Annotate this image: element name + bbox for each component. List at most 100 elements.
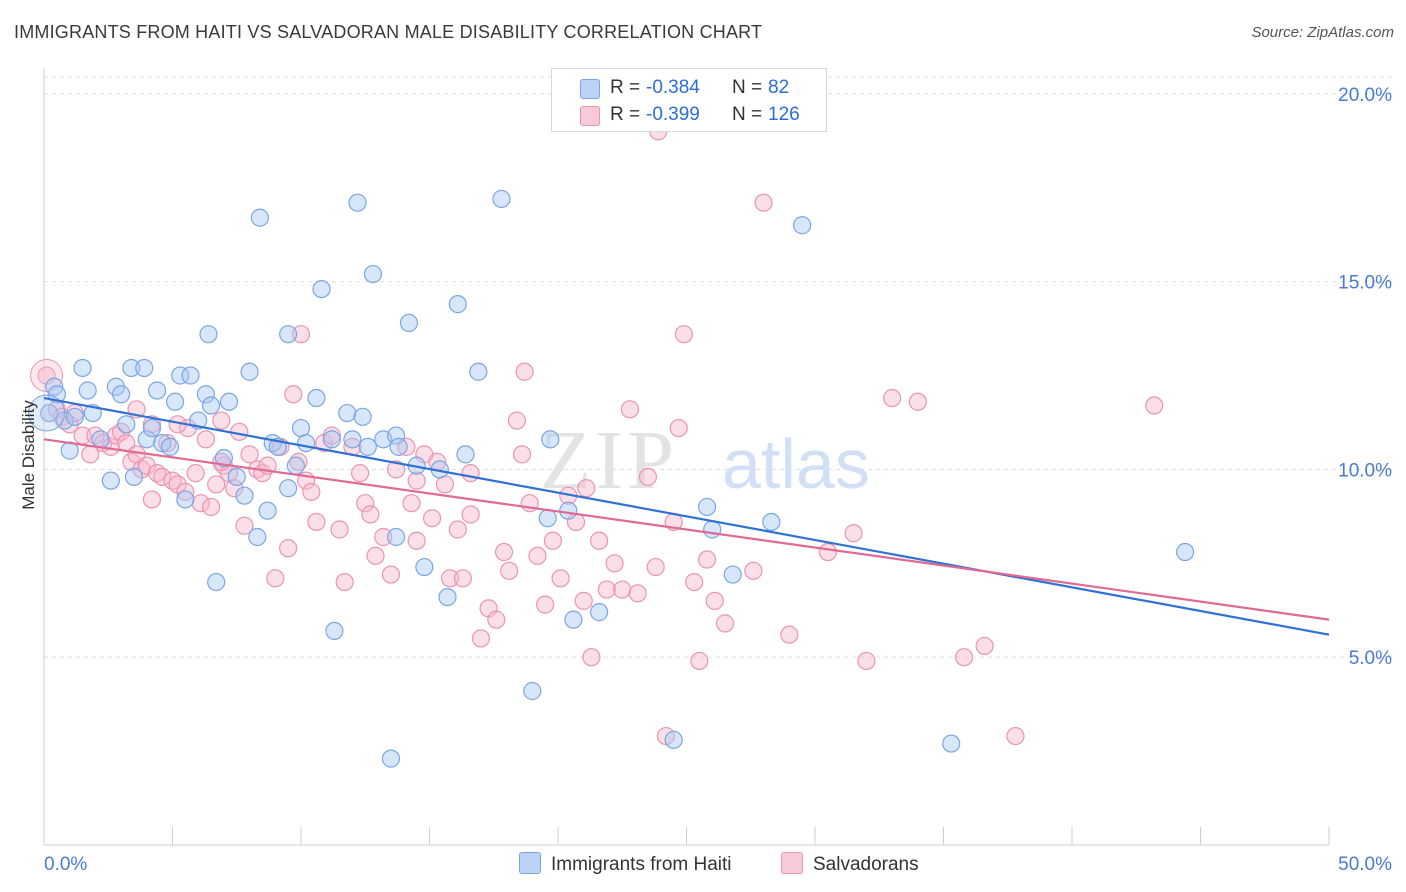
- haiti-point: [78, 381, 97, 400]
- salvadorans-point: [551, 569, 570, 588]
- haiti-point: [399, 313, 419, 333]
- y-tick-label: 15.0%: [1338, 273, 1392, 294]
- salvadorans-point: [628, 584, 647, 603]
- salvadorans-point: [284, 385, 303, 404]
- salvadorans-point: [153, 467, 172, 487]
- salvadorans-point: [590, 531, 609, 550]
- haiti-point: [201, 396, 221, 415]
- salvadorans-point: [1145, 396, 1164, 415]
- salvadorans-point: [697, 550, 717, 569]
- chart-title: IMMIGRANTS FROM HAITI VS SALVADORAN MALE…: [14, 22, 763, 42]
- haiti-point: [279, 479, 298, 498]
- salvadorans-point: [582, 648, 601, 667]
- salvadorans-point: [908, 392, 927, 411]
- haiti-point: [386, 527, 406, 547]
- salvadorans-point: [1006, 726, 1025, 746]
- salvadorans-point: [291, 325, 311, 344]
- haiti-point: [91, 430, 110, 449]
- salvadorans-point: [191, 494, 210, 513]
- haiti-point: [1175, 542, 1195, 562]
- salvadorans-point: [386, 460, 406, 479]
- haiti-point: [279, 325, 298, 344]
- legend-n-value: 126: [768, 104, 800, 125]
- haiti-point: [297, 433, 316, 453]
- haiti-trend-line: [43, 396, 1330, 636]
- salvadorans-point: [361, 505, 380, 524]
- salvadorans-point: [754, 193, 773, 212]
- salvadorans-point: [494, 542, 514, 562]
- salvadorans-point: [381, 565, 401, 584]
- salvadorans-point: [225, 479, 244, 498]
- haiti-point: [307, 388, 326, 408]
- salvadorans-point: [440, 569, 460, 588]
- haiti-point: [448, 295, 467, 314]
- haiti-point: [322, 430, 341, 449]
- salvadorans-point: [307, 512, 326, 532]
- legend: R = -0.384 N = 82 R = -0.399 N = 126: [551, 68, 827, 132]
- haiti-points: [28, 189, 1195, 768]
- legend-r-value: -0.384: [646, 77, 700, 98]
- salvadorans-point: [512, 445, 532, 464]
- haiti-point: [199, 325, 218, 344]
- salvadorans-point: [620, 400, 640, 419]
- haiti-point: [559, 501, 578, 520]
- salvadorans-point: [453, 569, 473, 588]
- haiti-point: [386, 426, 406, 445]
- salvadorans-point: [351, 464, 370, 483]
- salvadorans-point: [577, 479, 596, 498]
- legend-row-haiti: R = -0.384 N = 82: [552, 74, 826, 102]
- y-tick-label: 20.0%: [1338, 85, 1392, 106]
- y-tick-label: 5.0%: [1349, 648, 1392, 669]
- salvadorans-point: [302, 482, 321, 502]
- haiti-point: [135, 358, 154, 378]
- haiti-point: [147, 381, 167, 400]
- salvadorans-point: [448, 520, 467, 539]
- watermark-atlas: atlas: [722, 425, 870, 503]
- haiti-point: [227, 467, 246, 487]
- haiti-point: [291, 418, 311, 438]
- salvadorans-point: [196, 430, 216, 449]
- salvadorans-point: [528, 546, 547, 565]
- haiti-point: [590, 603, 609, 622]
- haiti-point: [389, 437, 408, 456]
- salvadorans-point: [168, 475, 187, 494]
- haiti-point: [312, 279, 331, 299]
- salvadorans-point: [975, 636, 994, 656]
- bottom-legend-salvadorans: Salvadorans: [781, 852, 919, 876]
- salvadorans-point: [397, 437, 416, 456]
- haiti-point: [40, 403, 59, 423]
- salvadorans-point: [335, 572, 354, 592]
- salvadorans-point: [266, 569, 285, 588]
- haiti-point: [363, 264, 383, 284]
- haiti-point: [538, 509, 557, 528]
- salvadorans-point: [374, 527, 393, 547]
- salvadorans-point: [574, 591, 593, 610]
- haiti-point: [235, 486, 254, 505]
- haiti-point: [564, 610, 583, 629]
- haiti-point: [664, 730, 683, 749]
- salvadorans-point: [402, 494, 421, 513]
- salvadorans-point: [705, 591, 724, 610]
- bottom-legend-haiti: Immigrants from Haiti: [519, 852, 732, 876]
- legend-r-label: R =: [610, 104, 641, 125]
- legend-n-value: 82: [768, 77, 790, 98]
- haiti-point: [353, 407, 372, 426]
- salvadorans-point: [137, 456, 156, 475]
- salvadorans-point: [207, 475, 226, 494]
- tick-labels: 5.0% 10.0% 15.0% 20.0% 0.0% 50.0%: [44, 85, 1392, 875]
- haiti-point: [176, 490, 195, 509]
- salvadorans-point: [461, 464, 480, 483]
- haiti-point: [762, 512, 781, 532]
- salvadorans-point: [844, 524, 863, 543]
- salvadorans-point: [669, 418, 688, 438]
- haiti-point: [250, 208, 269, 227]
- haiti-point: [240, 362, 259, 381]
- haiti-point: [343, 430, 362, 449]
- salvadorans-point: [212, 411, 231, 430]
- legend-n-label: N =: [732, 104, 763, 125]
- haiti-point: [142, 418, 162, 438]
- haiti-point: [65, 407, 84, 426]
- haiti-point: [181, 366, 200, 385]
- haiti-point: [165, 392, 185, 411]
- haiti-point: [492, 189, 511, 209]
